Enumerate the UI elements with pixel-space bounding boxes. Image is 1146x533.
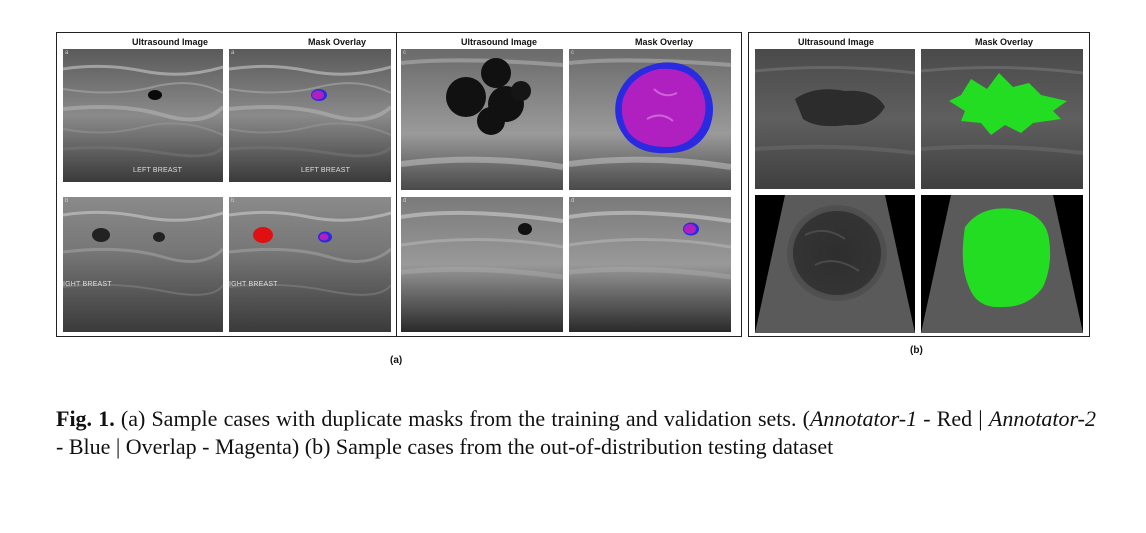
panel-label-b: (b): [910, 345, 923, 356]
panel-a: Ultrasound Image Mask Overlay Ultrasound…: [56, 32, 742, 337]
left-breast-label: LEFT BREAST: [133, 167, 183, 174]
caption-text-1: (a) Sample cases with duplicate masks fr…: [114, 406, 810, 431]
left-breast-label: LEFT BREAST: [301, 167, 351, 174]
mask-overlay-image: [921, 49, 1083, 189]
ultrasound-image: d: [401, 197, 563, 332]
header-ultrasound-1: Ultrasound Image: [131, 37, 208, 47]
header-mask-2: Mask Overlay: [634, 37, 694, 47]
ultrasound-image: a LEFT BREAST: [63, 49, 223, 182]
caption-text-2: - Red |: [917, 406, 989, 431]
mask-overlay-image: c: [569, 49, 731, 190]
annotator-2-label: Annotator-2: [988, 406, 1096, 431]
annotator-1-label: Annotator-1: [809, 406, 918, 431]
header-mask-3: Mask Overlay: [974, 37, 1034, 47]
mask-overlay-image: d: [569, 197, 731, 332]
figure-caption: Fig. 1. (a) Sample cases with duplicate …: [56, 405, 1096, 461]
ultrasound-image: c: [401, 49, 563, 190]
figure-label: Fig. 1.: [56, 406, 115, 431]
divider: [396, 33, 397, 336]
right-breast-label: IGHT BREAST: [63, 281, 112, 288]
mask-overlay-image: [921, 195, 1083, 333]
caption-text-3: - Blue | Overlap - Magenta) (b) Sample c…: [56, 434, 834, 459]
panel-label-a: (a): [390, 355, 403, 366]
panel-b: Ultrasound Image Mask Overlay: [748, 32, 1090, 337]
right-breast-label: IGHT BREAST: [229, 281, 278, 288]
header-ultrasound-3: Ultrasound Image: [797, 37, 874, 47]
header-ultrasound-2: Ultrasound Image: [460, 37, 537, 47]
ultrasound-image: [755, 49, 915, 189]
ultrasound-image: [755, 195, 915, 333]
mask-overlay-image: b IGHT BREAST: [229, 197, 391, 332]
header-mask-1: Mask Overlay: [307, 37, 367, 47]
ultrasound-image: b IGHT BREAST: [63, 197, 223, 332]
mask-overlay-image: a LEFT BREAST: [229, 49, 391, 182]
